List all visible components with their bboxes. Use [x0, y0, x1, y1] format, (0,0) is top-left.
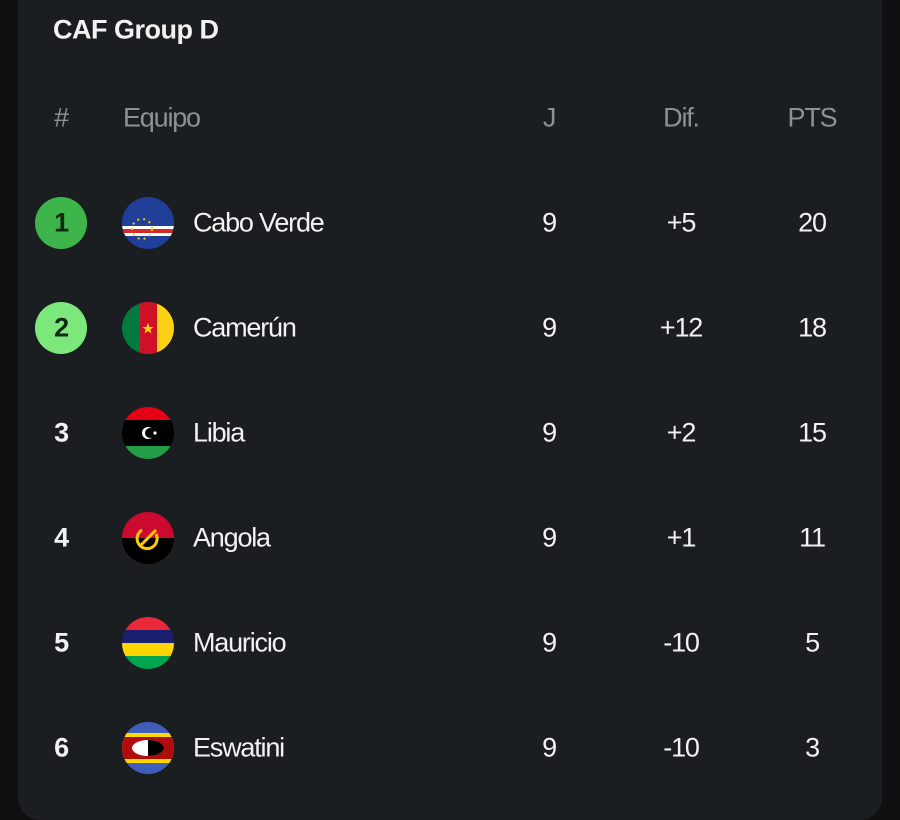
rank-badge — [35, 302, 87, 354]
points: 15 — [798, 417, 827, 448]
rank: 2 — [54, 312, 69, 343]
flag-angola — [122, 512, 174, 564]
team-name: Mauricio — [193, 627, 287, 658]
header-goal-difference: Dif. — [663, 102, 700, 133]
team-name: Libia — [193, 417, 245, 448]
goal-difference: -10 — [663, 732, 700, 763]
played: 9 — [542, 732, 557, 763]
team-name: Eswatini — [193, 732, 285, 763]
points: 18 — [798, 312, 827, 343]
rank: 3 — [54, 417, 69, 448]
header-points: PTS — [787, 102, 838, 133]
flag-cameroon — [122, 302, 174, 354]
header-played: J — [542, 102, 557, 133]
played: 9 — [542, 627, 557, 658]
flag-libya — [122, 407, 174, 459]
header-rank: # — [54, 102, 69, 133]
goal-difference: +12 — [659, 312, 703, 343]
goal-difference: +5 — [666, 207, 697, 238]
goal-difference: -10 — [663, 627, 700, 658]
header-team-name: Equipo — [123, 102, 201, 133]
points: 5 — [805, 627, 820, 658]
flags — [122, 197, 174, 774]
rank-badge — [35, 197, 87, 249]
rank: 1 — [54, 207, 69, 238]
played: 9 — [542, 522, 557, 553]
title: CAF Group D — [53, 14, 219, 45]
standings-card — [18, 0, 882, 820]
points: 3 — [805, 732, 820, 763]
page: CAF Group D — [18, 0, 882, 820]
goal-difference: +1 — [666, 522, 697, 553]
goal-difference: +2 — [666, 417, 697, 448]
team-name: Camerún — [193, 312, 297, 343]
flag-eswatini — [122, 722, 174, 774]
played: 9 — [542, 417, 557, 448]
flag-cabo-verde — [122, 197, 174, 249]
played: 9 — [542, 207, 557, 238]
flag-mauritius — [122, 617, 174, 669]
points: 11 — [799, 522, 826, 553]
played: 9 — [542, 312, 557, 343]
team-name: Cabo Verde — [193, 207, 325, 238]
rank: 6 — [54, 732, 69, 763]
team-name: Angola — [193, 522, 271, 553]
rank: 5 — [54, 627, 69, 658]
points: 20 — [798, 207, 827, 238]
rank: 4 — [54, 522, 69, 553]
